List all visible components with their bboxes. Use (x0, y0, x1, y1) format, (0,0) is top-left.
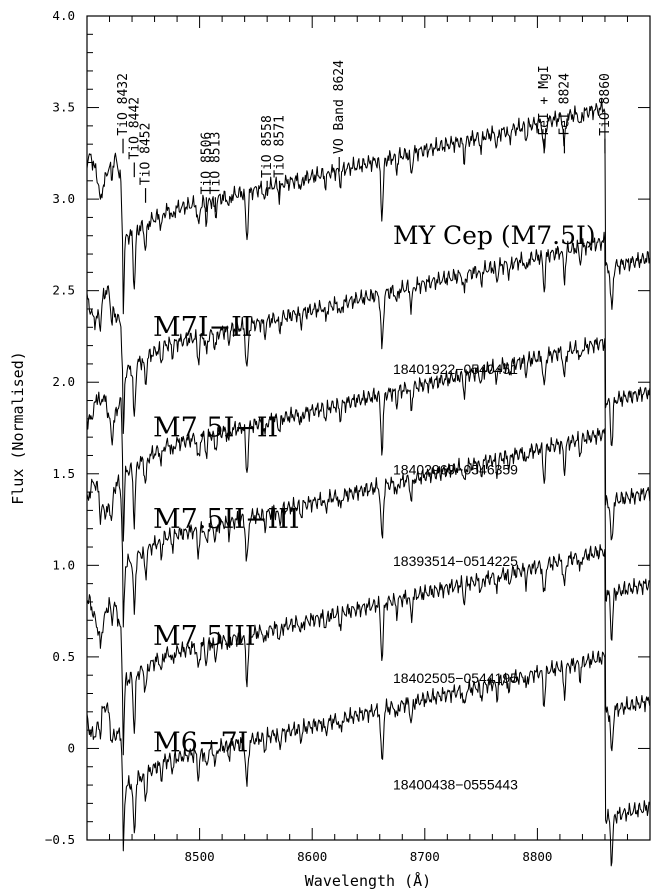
spectrum-line (86, 98, 651, 315)
y-tick-label: 3.5 (52, 100, 75, 115)
line-id-label: TiO 8571 (273, 115, 288, 178)
spectrum-line (86, 544, 651, 756)
x-tick-label: 8700 (410, 849, 440, 864)
plot-frame (86, 15, 651, 841)
x-tick-label: 8600 (297, 849, 327, 864)
line-id-label: TiO 8452 (139, 123, 154, 186)
spectra-layer (86, 98, 651, 867)
line-id-label: VO Band 8624 (332, 60, 347, 154)
spectrum-line (86, 337, 651, 542)
line-id-label: TiO 8558 (260, 115, 275, 178)
line-id-label: FeI + MgI (537, 65, 552, 135)
line-id-label: FeI 8824 (557, 73, 572, 136)
line-id-label: TiO 8513 (208, 132, 223, 195)
spectral-type-label: MY Cep (M7.5I) (393, 221, 596, 250)
y-tick-label: 2.0 (52, 374, 75, 389)
spectrum-line (86, 427, 651, 641)
y-tick-label: 3.0 (52, 191, 75, 206)
spectral-type-label: M7.5III (153, 621, 256, 652)
y-tick-label: 0.5 (52, 649, 75, 664)
x-tick-label: 8800 (522, 849, 552, 864)
star-id-label: 18400438−0555443 (393, 776, 518, 792)
spectral-type-label: M6−7I (153, 727, 248, 758)
axes (86, 15, 651, 841)
star-id-label: 18393514−0514225 (393, 553, 518, 569)
y-tick-label: 0 (67, 740, 75, 755)
spectral-type-label: M7.5II−III (153, 504, 300, 535)
star-id-label: 18402505−0544195 (393, 670, 518, 686)
line-id-label: TiO 8506 (199, 132, 214, 195)
spectrum-line (86, 650, 651, 867)
spectral-type-label: M7.5I−II (153, 412, 278, 443)
line-id-label: TiO 8432 (116, 73, 131, 136)
spectral-type-label: M7I−II (153, 312, 252, 343)
y-tick-label: −0.5 (45, 832, 75, 847)
labels-layer: −0.5 0 0.5 1.0 1.5 2.0 2.5 3.0 3.5 4.0 8500 8600 870… (45, 8, 613, 864)
x-axis-title: Wavelength (Å) (305, 871, 431, 890)
line-id-label: TiO 8860 (598, 73, 613, 136)
x-tick-label: 8500 (185, 849, 215, 864)
y-tick-label: 1.5 (52, 466, 75, 481)
y-tick-label: 2.5 (52, 283, 75, 298)
spectrum-line (86, 231, 651, 447)
star-id-label: 18401922−0540451 (393, 361, 518, 377)
line-id-label: TiO 8442 (127, 97, 142, 160)
y-axis-title: Flux (Normalised) (9, 351, 27, 505)
y-tick-label: 1.0 (52, 557, 75, 572)
line-id-markers (122, 138, 606, 212)
y-tick-label: 4.0 (52, 8, 75, 23)
star-id-label: 18402969−0546359 (393, 461, 518, 477)
